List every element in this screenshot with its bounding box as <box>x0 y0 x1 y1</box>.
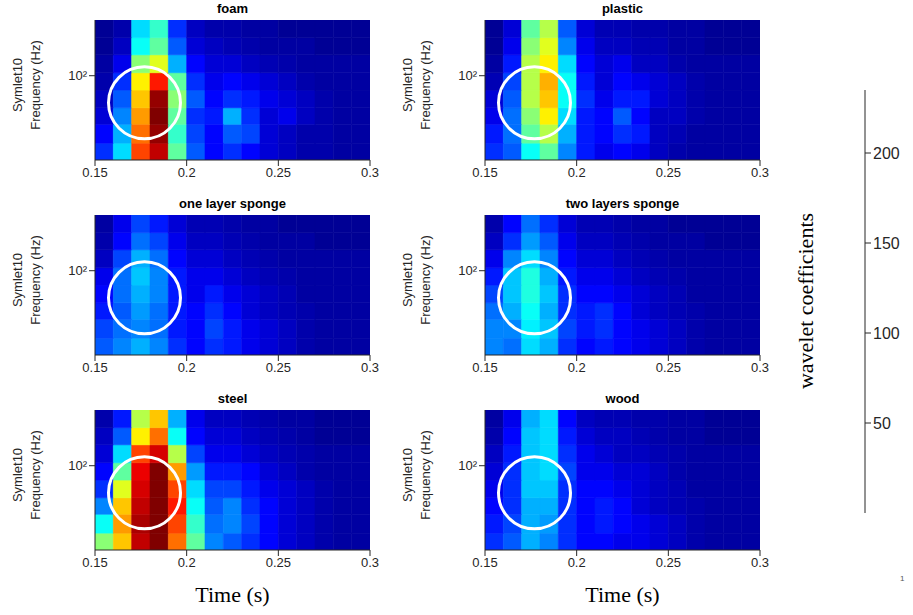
svg-text:0.25: 0.25 <box>266 165 291 180</box>
svg-text:0.25: 0.25 <box>266 555 291 570</box>
svg-text:Frequency (Hz): Frequency (Hz) <box>418 40 433 130</box>
svg-text:0.3: 0.3 <box>361 555 379 570</box>
svg-text:0.15: 0.15 <box>472 165 497 180</box>
html-text:foam: foam <box>217 1 248 16</box>
html-text:Time (s): Time (s) <box>195 582 270 607</box>
svg-text:0.25: 0.25 <box>656 360 681 375</box>
svg-text:0.2: 0.2 <box>178 555 196 570</box>
svg-text:10²: 10² <box>458 263 477 278</box>
html-text:plastic: plastic <box>601 1 644 16</box>
svg-text:Frequency (Hz): Frequency (Hz) <box>28 430 43 520</box>
svg-text:0.15: 0.15 <box>472 360 497 375</box>
svg-text:Frequency (Hz): Frequency (Hz) <box>418 430 433 520</box>
svg-text:200: 200 <box>873 145 900 162</box>
svg-text:Frequency (Hz): Frequency (Hz) <box>28 40 43 130</box>
svg-text:0.2: 0.2 <box>568 555 586 570</box>
svg-text:0.2: 0.2 <box>568 165 586 180</box>
svg-text:10²: 10² <box>458 68 477 83</box>
svg-text:0.3: 0.3 <box>751 165 769 180</box>
svg-text:10²: 10² <box>68 68 87 83</box>
svg-text:Symlet10: Symlet10 <box>400 253 415 307</box>
svg-text:0.15: 0.15 <box>82 555 107 570</box>
svg-text:100: 100 <box>873 325 900 342</box>
svg-text:0.2: 0.2 <box>178 360 196 375</box>
svg-text:150: 150 <box>873 235 900 252</box>
svg-text:10²: 10² <box>68 263 87 278</box>
svg-text:0.15: 0.15 <box>82 360 107 375</box>
html-text:one layer sponge: one layer sponge <box>179 196 286 211</box>
svg-text:0.3: 0.3 <box>751 555 769 570</box>
svg-text:Frequency (Hz): Frequency (Hz) <box>28 235 43 325</box>
html-text:two layers sponge: two layers sponge <box>565 196 680 211</box>
html-text:wood: wood <box>605 391 640 406</box>
svg-text:Frequency (Hz): Frequency (Hz) <box>418 235 433 325</box>
html-text:Time (s): Time (s) <box>585 582 660 607</box>
svg-text:wavelet coefficients: wavelet coefficients <box>793 213 818 389</box>
html-text:1: 1 <box>900 574 905 583</box>
svg-text:0.15: 0.15 <box>472 555 497 570</box>
svg-text:10²: 10² <box>68 458 87 473</box>
html-text:steel: steel <box>217 391 248 406</box>
svg-text:Symlet10: Symlet10 <box>400 448 415 502</box>
svg-text:Symlet10: Symlet10 <box>10 448 25 502</box>
svg-text:0.25: 0.25 <box>656 165 681 180</box>
svg-text:0.3: 0.3 <box>361 360 379 375</box>
svg-text:0.15: 0.15 <box>82 165 107 180</box>
svg-text:50: 50 <box>873 415 891 432</box>
svg-text:0.2: 0.2 <box>178 165 196 180</box>
svg-text:Symlet10: Symlet10 <box>10 253 25 307</box>
svg-text:10²: 10² <box>458 458 477 473</box>
svg-text:Symlet10: Symlet10 <box>10 58 25 112</box>
svg-text:0.25: 0.25 <box>656 555 681 570</box>
svg-text:0.3: 0.3 <box>361 165 379 180</box>
svg-text:Symlet10: Symlet10 <box>400 58 415 112</box>
svg-text:0.2: 0.2 <box>568 360 586 375</box>
svg-text:0.25: 0.25 <box>266 360 291 375</box>
svg-text:0.3: 0.3 <box>751 360 769 375</box>
